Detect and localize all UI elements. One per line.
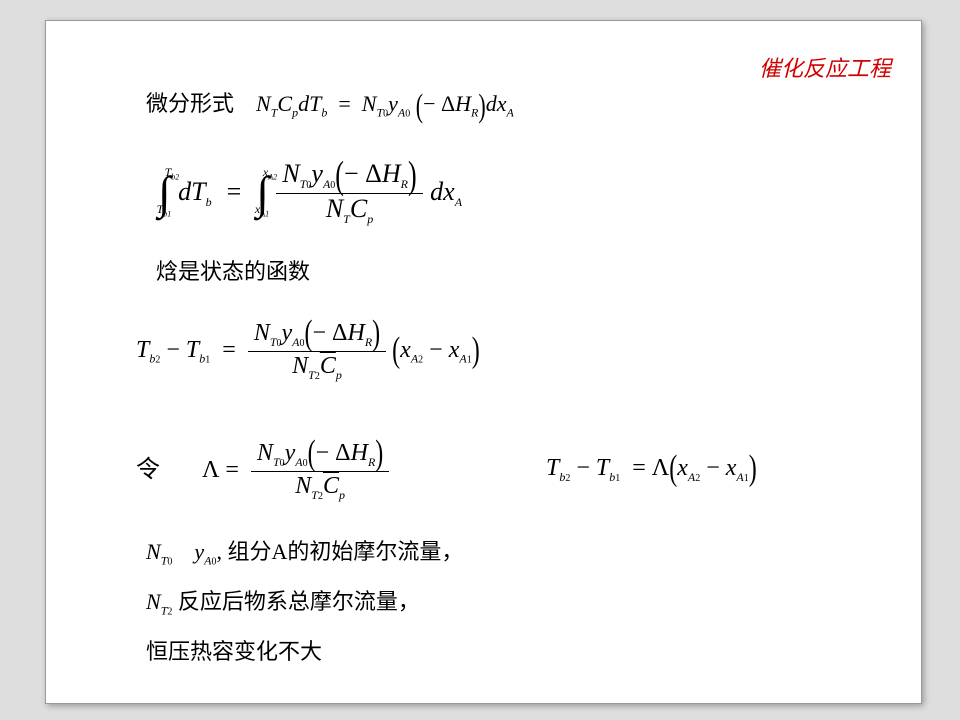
def-initial-molar-flow: NT0 yA0, 组分A的初始摩尔流量， <box>146 541 463 567</box>
eq-lambda-definition: 令 Λ = NT0yA0(− ΔHR) NT2Cp <box>136 441 389 502</box>
paper-sheet: 催化反应工程 微分形式 NTCpdTb = NT0yA0 (− ΔHR)dxA … <box>45 20 922 704</box>
eq-integral: ∫Tb2Tb1 dTb = ∫xA2xA1 NT0yA0(− ΔHR) NTCp… <box>158 161 462 225</box>
eq-differential-form: 微分形式 NTCpdTb = NT0yA0 (− ΔHR)dxA <box>146 93 514 119</box>
prefix-differential: 微分形式 <box>146 91 234 116</box>
text-cp-constant: 恒压热容变化不大 <box>146 641 322 663</box>
text-enthalpy-state-fn: 焓是状态的函数 <box>156 261 310 283</box>
eq-temperature-diff: Tb2 − Tb1 = NT0yA0(− ΔHR) NT2Cp (xA2 − x… <box>136 321 480 382</box>
eq-lambda-result: Tb2 − Tb1 = Λ(xA2 − xA1) <box>546 456 757 484</box>
prefix-let: 令 <box>136 457 160 483</box>
def-total-molar-flow: NT2 反应后物系总摩尔流量， <box>146 591 420 617</box>
header-title: 催化反应工程 <box>759 51 891 83</box>
